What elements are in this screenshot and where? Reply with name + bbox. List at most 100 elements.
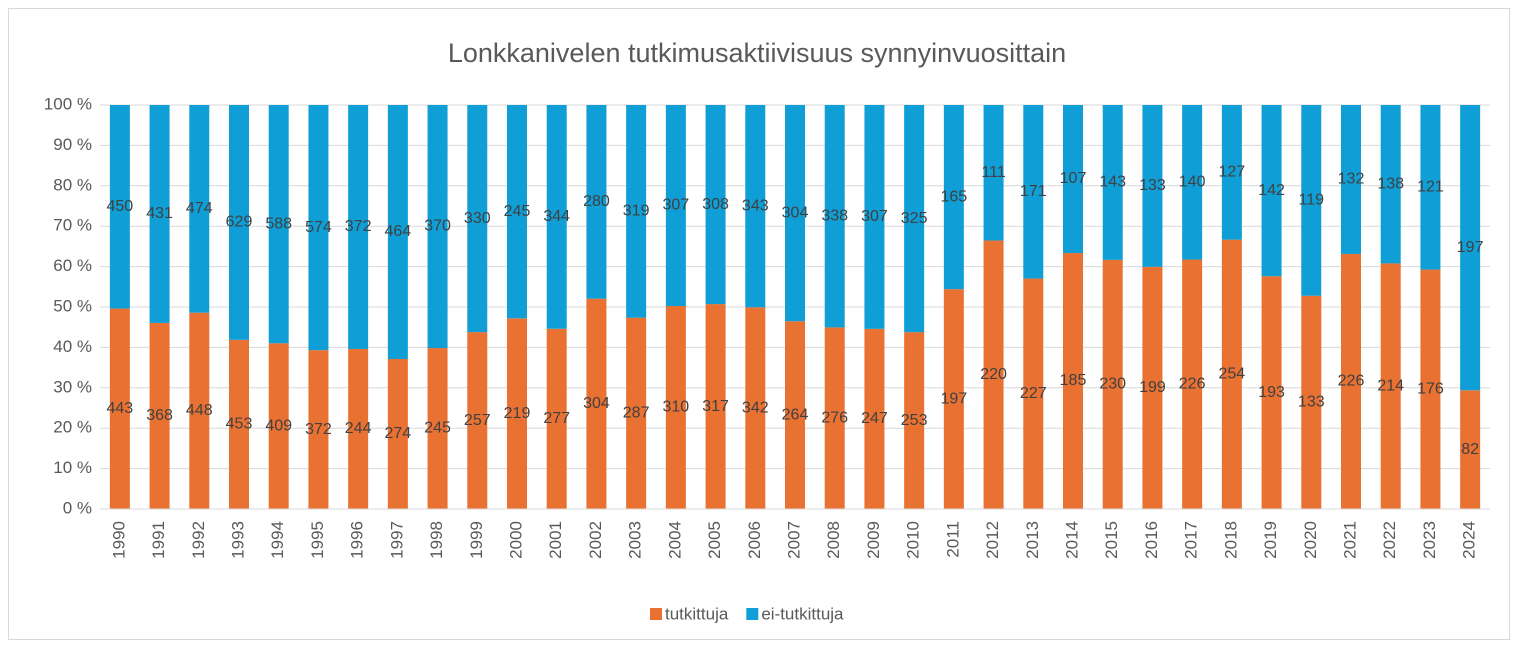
y-tick-label: 20 % bbox=[53, 418, 92, 437]
x-tick-label: 2010 bbox=[904, 521, 923, 559]
data-label: 276 bbox=[821, 409, 848, 426]
data-label: 133 bbox=[1298, 394, 1325, 411]
data-label: 193 bbox=[1258, 384, 1285, 401]
y-tick-label: 0 % bbox=[63, 498, 92, 517]
bar-segment bbox=[229, 339, 249, 509]
bar-segment bbox=[1341, 253, 1361, 509]
bar-segment bbox=[387, 105, 408, 360]
data-label: 176 bbox=[1417, 381, 1444, 398]
data-label: 304 bbox=[583, 395, 610, 412]
x-tick-label: 2018 bbox=[1221, 521, 1240, 559]
bar-segment bbox=[983, 105, 1004, 241]
x-tick-label: 2002 bbox=[586, 521, 605, 559]
data-label: 574 bbox=[305, 219, 332, 236]
x-tick-label: 2009 bbox=[864, 521, 883, 559]
bar-segment bbox=[1460, 390, 1481, 509]
bar-segment bbox=[467, 105, 488, 333]
x-tick-label: 1999 bbox=[467, 521, 486, 559]
bar-segment bbox=[507, 105, 527, 319]
data-label: 257 bbox=[464, 412, 491, 429]
y-tick-label: 40 % bbox=[53, 337, 92, 356]
data-label: 287 bbox=[623, 405, 650, 422]
data-label: 132 bbox=[1338, 171, 1365, 188]
data-label: 308 bbox=[702, 196, 729, 213]
bar-segment bbox=[745, 307, 766, 509]
x-tick-label: 2016 bbox=[1142, 521, 1161, 559]
y-tick-label: 30 % bbox=[53, 377, 92, 396]
data-label: 448 bbox=[186, 402, 213, 419]
x-tick-label: 2012 bbox=[983, 521, 1002, 559]
data-label: 342 bbox=[742, 399, 769, 416]
x-tick-label: 2023 bbox=[1420, 521, 1439, 559]
bar-segment bbox=[1102, 105, 1123, 260]
bar-segment bbox=[1301, 295, 1322, 509]
bar-segment bbox=[1023, 278, 1044, 509]
y-tick-label: 90 % bbox=[53, 135, 92, 154]
y-tick-label: 50 % bbox=[53, 296, 92, 315]
bar-segment bbox=[904, 105, 925, 333]
chart-title: Lonkkanivelen tutkimusaktiivisuus synnyi… bbox=[448, 38, 1066, 68]
bar-segment bbox=[507, 318, 527, 509]
data-label: 307 bbox=[663, 197, 690, 214]
data-label: 431 bbox=[146, 205, 173, 222]
x-tick-label: 2024 bbox=[1460, 521, 1479, 559]
bar-segment bbox=[824, 327, 845, 509]
bar-segment bbox=[785, 105, 805, 322]
data-label: 226 bbox=[1179, 375, 1206, 392]
data-label: 464 bbox=[385, 223, 412, 240]
bar-segment bbox=[1142, 105, 1163, 267]
data-label: 140 bbox=[1179, 173, 1206, 190]
data-label: 138 bbox=[1377, 175, 1404, 192]
bar-segment bbox=[1380, 263, 1401, 509]
data-label: 230 bbox=[1099, 376, 1126, 393]
data-label: 220 bbox=[980, 366, 1007, 383]
data-label: 372 bbox=[305, 421, 332, 438]
data-label: 304 bbox=[782, 204, 809, 221]
x-tick-label: 1991 bbox=[149, 521, 168, 559]
data-label: 330 bbox=[464, 210, 491, 227]
x-tick-label: 1992 bbox=[189, 521, 208, 559]
bar-segment bbox=[665, 306, 686, 509]
bar-segment bbox=[1182, 105, 1203, 260]
bar-segment bbox=[1023, 105, 1044, 279]
data-label: 588 bbox=[265, 215, 292, 232]
bar-segment bbox=[1063, 105, 1083, 254]
bar-segment bbox=[427, 348, 448, 509]
y-tick-label: 70 % bbox=[53, 216, 92, 235]
bar-segment bbox=[864, 105, 885, 329]
y-tick-label: 80 % bbox=[53, 175, 92, 194]
data-label: 226 bbox=[1338, 373, 1365, 390]
legend-label: tutkittuja bbox=[665, 604, 729, 623]
bar-segment bbox=[546, 328, 567, 509]
x-tick-label: 2007 bbox=[784, 521, 803, 559]
bar-segment bbox=[586, 298, 607, 509]
y-tick-label: 10 % bbox=[53, 458, 92, 477]
bar-segment bbox=[189, 105, 210, 313]
bar-segment bbox=[1102, 259, 1123, 509]
bar-segment bbox=[1261, 276, 1282, 509]
bar-segment bbox=[1221, 239, 1242, 509]
data-label: 319 bbox=[623, 203, 650, 220]
x-tick-label: 2014 bbox=[1062, 521, 1081, 559]
data-label: 307 bbox=[861, 208, 888, 225]
data-label: 227 bbox=[1020, 385, 1047, 402]
bar-segment bbox=[427, 105, 448, 349]
data-label: 317 bbox=[702, 398, 729, 415]
data-label: 409 bbox=[265, 417, 292, 434]
x-tick-label: 2017 bbox=[1182, 521, 1201, 559]
data-label: 197 bbox=[941, 390, 968, 407]
bar-segment bbox=[1380, 105, 1401, 264]
x-tick-label: 2004 bbox=[665, 521, 684, 559]
bar-segment bbox=[1182, 259, 1203, 509]
data-label: 107 bbox=[1060, 170, 1087, 187]
data-label: 344 bbox=[543, 208, 570, 225]
data-label: 325 bbox=[901, 210, 928, 227]
data-label: 253 bbox=[901, 412, 928, 429]
bar-segment bbox=[268, 105, 289, 344]
x-tick-label: 2005 bbox=[705, 521, 724, 559]
data-label: 214 bbox=[1377, 377, 1404, 394]
data-label: 142 bbox=[1258, 182, 1285, 199]
bar-segment bbox=[586, 105, 607, 299]
x-tick-label: 2006 bbox=[745, 521, 764, 559]
data-label: 197 bbox=[1457, 239, 1484, 256]
